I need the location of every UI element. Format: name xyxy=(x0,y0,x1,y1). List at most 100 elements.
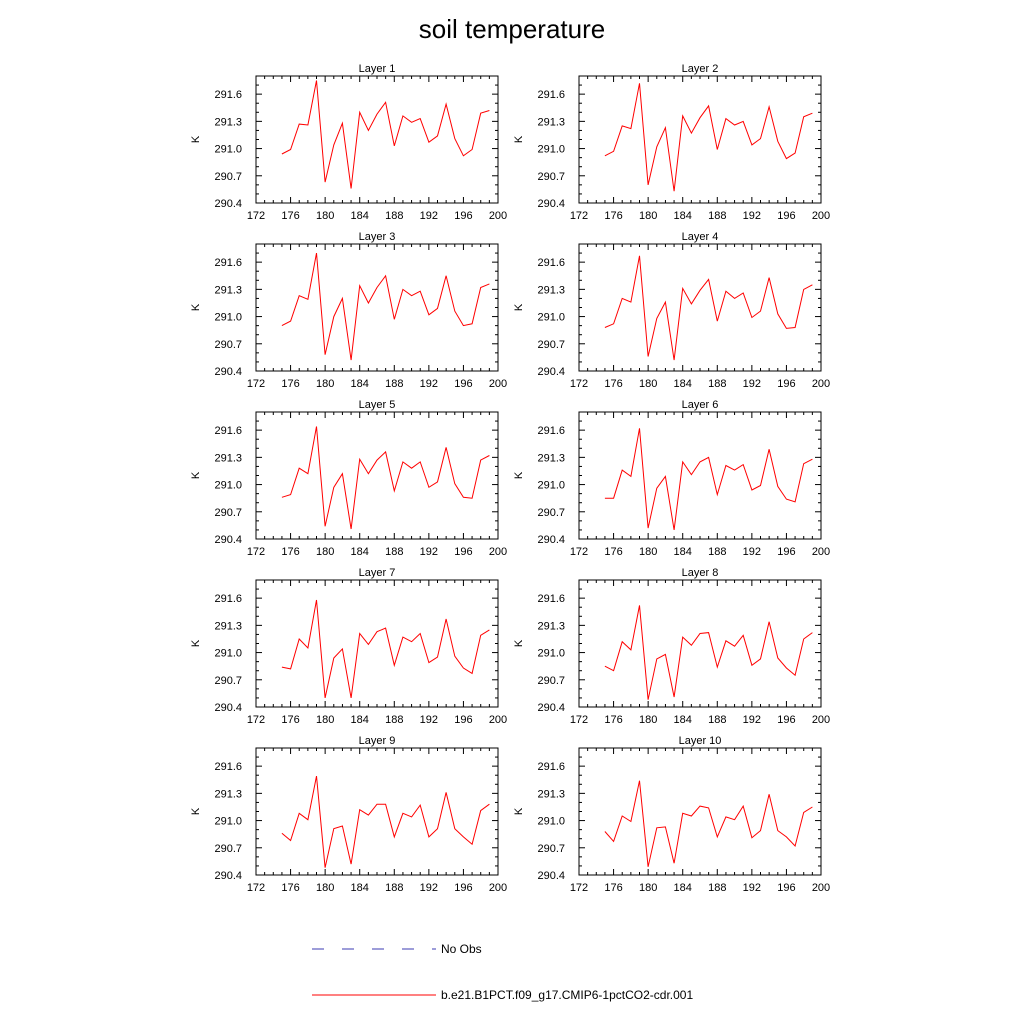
x-tick-label: 196 xyxy=(777,882,795,894)
y-tick-label: 290.7 xyxy=(214,843,242,855)
panel-4: Layer 4 172 176 180 184 188 192 196 200 290.4 290.… xyxy=(513,231,830,390)
x-tick-label: 176 xyxy=(604,210,622,222)
y-tick-label: 291.6 xyxy=(214,593,242,605)
y-axis-label: K xyxy=(513,135,525,143)
y-tick-label: 291.0 xyxy=(214,144,242,156)
x-tick-label: 180 xyxy=(639,378,657,390)
x-tick-label: 176 xyxy=(604,546,622,558)
y-tick-label: 290.7 xyxy=(214,171,242,183)
x-tick-label: 176 xyxy=(604,714,622,726)
y-tick-label: 290.7 xyxy=(537,171,565,183)
panel-title: Layer 9 xyxy=(359,735,396,747)
x-tick-label: 176 xyxy=(281,546,299,558)
series-line xyxy=(604,605,813,700)
y-tick-label: 291.0 xyxy=(214,312,242,324)
y-tick-label: 291.0 xyxy=(537,144,565,156)
x-tick-label: 176 xyxy=(281,882,299,894)
y-axis-label: K xyxy=(513,471,525,479)
y-tick-label: 291.0 xyxy=(214,648,242,660)
x-tick-label: 196 xyxy=(454,378,472,390)
x-tick-label: 176 xyxy=(604,882,622,894)
y-tick-label: 291.3 xyxy=(214,788,242,800)
series-line xyxy=(604,255,813,361)
y-axis-label: K xyxy=(190,303,202,311)
y-tick-label: 290.7 xyxy=(214,507,242,519)
x-tick-label: 188 xyxy=(708,546,726,558)
y-tick-label: 290.4 xyxy=(214,870,242,882)
x-tick-label: 180 xyxy=(639,714,657,726)
x-tick-label: 188 xyxy=(385,378,403,390)
y-tick-label: 291.3 xyxy=(214,116,242,128)
x-tick-label: 188 xyxy=(385,882,403,894)
x-tick-label: 188 xyxy=(708,882,726,894)
x-tick-label: 192 xyxy=(420,378,438,390)
x-tick-label: 172 xyxy=(247,378,265,390)
panel-7: Layer 7 172 176 180 184 188 192 196 200 290.4 290.… xyxy=(190,567,507,726)
y-tick-label: 290.7 xyxy=(214,339,242,351)
y-tick-label: 290.7 xyxy=(537,339,565,351)
y-tick-label: 291.6 xyxy=(537,425,565,437)
panel-2: Layer 2 172 176 180 184 188 192 196 200 290.4 290.… xyxy=(513,63,830,222)
x-tick-label: 200 xyxy=(489,378,507,390)
x-tick-label: 188 xyxy=(385,546,403,558)
y-tick-label: 290.4 xyxy=(214,534,242,546)
y-tick-label: 291.0 xyxy=(214,480,242,492)
x-tick-label: 192 xyxy=(743,210,761,222)
panel-8: Layer 8 172 176 180 184 188 192 196 200 290.4 290.… xyxy=(513,567,830,726)
x-tick-label: 176 xyxy=(281,378,299,390)
series-line xyxy=(281,776,490,868)
x-tick-label: 184 xyxy=(351,546,369,558)
series-line xyxy=(604,780,813,867)
y-tick-label: 291.0 xyxy=(537,480,565,492)
x-tick-label: 196 xyxy=(454,714,472,726)
x-tick-label: 196 xyxy=(454,882,472,894)
x-tick-label: 184 xyxy=(674,882,692,894)
x-tick-label: 188 xyxy=(708,714,726,726)
x-tick-label: 196 xyxy=(777,546,795,558)
x-tick-label: 184 xyxy=(674,546,692,558)
x-tick-label: 180 xyxy=(316,714,334,726)
y-tick-label: 291.3 xyxy=(537,452,565,464)
x-tick-label: 200 xyxy=(812,882,830,894)
series-line xyxy=(281,80,490,189)
x-tick-label: 176 xyxy=(604,378,622,390)
x-tick-label: 184 xyxy=(674,210,692,222)
x-tick-label: 192 xyxy=(420,210,438,222)
x-tick-label: 192 xyxy=(743,546,761,558)
y-axis-label: K xyxy=(190,807,202,815)
panel-title: Layer 6 xyxy=(682,399,719,411)
y-tick-label: 291.6 xyxy=(537,89,565,101)
y-tick-label: 290.7 xyxy=(537,675,565,687)
x-tick-label: 196 xyxy=(777,378,795,390)
y-tick-label: 291.6 xyxy=(537,257,565,269)
x-tick-label: 192 xyxy=(420,714,438,726)
x-tick-label: 180 xyxy=(639,546,657,558)
x-tick-label: 172 xyxy=(570,378,588,390)
y-tick-label: 291.0 xyxy=(537,312,565,324)
y-tick-label: 290.7 xyxy=(214,675,242,687)
x-tick-label: 184 xyxy=(351,378,369,390)
panel-6: Layer 6 172 176 180 184 188 192 196 200 290.4 290.… xyxy=(513,399,830,558)
panel-title: Layer 7 xyxy=(359,567,396,579)
x-tick-label: 184 xyxy=(351,714,369,726)
series-line xyxy=(281,426,490,530)
x-tick-label: 192 xyxy=(420,882,438,894)
panel-title: Layer 1 xyxy=(359,63,396,75)
panel-title: Layer 2 xyxy=(682,63,719,75)
y-tick-label: 291.0 xyxy=(537,648,565,660)
x-tick-label: 184 xyxy=(674,378,692,390)
y-tick-label: 291.0 xyxy=(214,816,242,828)
panel-9: Layer 9 172 176 180 184 188 192 196 200 290.4 290.… xyxy=(190,735,507,894)
y-axis-label: K xyxy=(513,639,525,647)
x-tick-label: 192 xyxy=(743,378,761,390)
x-tick-label: 180 xyxy=(316,882,334,894)
x-tick-label: 172 xyxy=(570,882,588,894)
x-tick-label: 180 xyxy=(316,378,334,390)
x-tick-label: 176 xyxy=(281,714,299,726)
legend-label-no-obs: No Obs xyxy=(441,942,482,956)
y-tick-label: 291.0 xyxy=(537,816,565,828)
y-axis-label: K xyxy=(513,303,525,311)
x-tick-label: 180 xyxy=(639,882,657,894)
x-tick-label: 196 xyxy=(777,714,795,726)
x-tick-label: 188 xyxy=(385,714,403,726)
